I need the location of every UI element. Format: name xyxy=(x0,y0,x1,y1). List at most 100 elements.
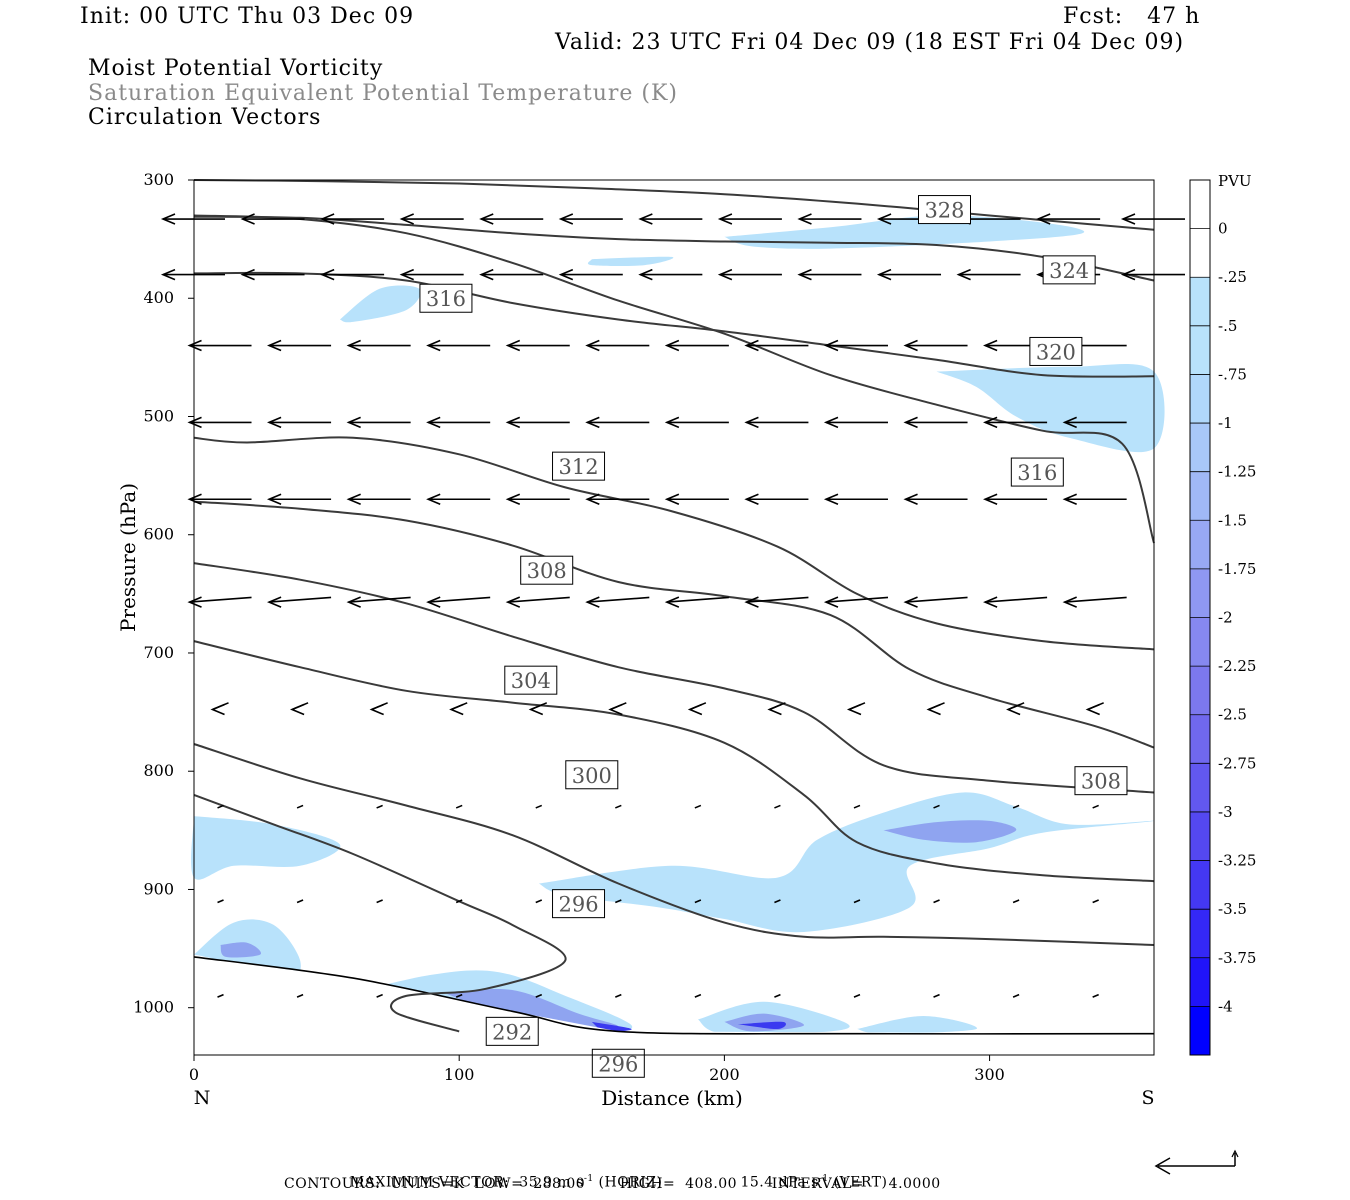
vector-head xyxy=(505,596,521,608)
vector-shaft xyxy=(1092,993,1099,998)
vector-arrow xyxy=(289,702,309,716)
vector-shaft xyxy=(376,899,383,904)
max-vector-vert: 15.4 dPa s xyxy=(740,1174,819,1191)
vector-head xyxy=(449,703,464,716)
vector-head xyxy=(823,339,839,352)
vector-arrow xyxy=(664,339,729,352)
vector-head xyxy=(664,416,680,429)
theta-contour-296 xyxy=(193,743,1155,946)
colorbar-swatch xyxy=(1190,860,1210,910)
colorbar-unit: PVU xyxy=(1218,172,1252,190)
vector-shaft xyxy=(853,899,861,904)
vector-head xyxy=(585,416,600,429)
vector-head xyxy=(346,416,361,429)
vert-tail: (VERT) xyxy=(828,1174,888,1191)
vector-head xyxy=(585,596,600,608)
vector-arrow xyxy=(1062,493,1127,505)
vector-arrow xyxy=(266,493,332,505)
vector-head xyxy=(426,416,441,429)
contour-labels: 328 324 320 316 316 312 308 308 304 300 296 296 292 xyxy=(419,195,1128,1078)
vector-arrow xyxy=(346,596,411,608)
vector-arrow xyxy=(240,268,305,281)
vector-arrow xyxy=(210,702,229,716)
vector-arrow xyxy=(933,993,940,998)
vector-shaft xyxy=(1092,899,1099,904)
vector-arrow xyxy=(376,899,383,904)
reference-vector xyxy=(1154,1149,1239,1175)
valid-time: Valid: 23 UTC Fri 04 Dec 09 (18 EST Fri … xyxy=(555,30,1185,55)
vert-unit-exponent: -1 xyxy=(818,1174,829,1184)
vector-head xyxy=(797,213,812,225)
vector-shaft xyxy=(933,899,940,904)
vector-shaft xyxy=(428,596,491,603)
vector-head xyxy=(744,596,759,608)
vector-arrow xyxy=(664,596,729,608)
vector-head xyxy=(717,268,733,281)
vector-arrow xyxy=(744,493,809,505)
vector-shaft xyxy=(614,993,622,998)
vector-head xyxy=(346,596,361,608)
vector-shaft xyxy=(853,804,861,809)
colorbar-swatch xyxy=(1190,520,1210,570)
vector-arrow xyxy=(638,268,703,281)
contour-label-304: 304 xyxy=(504,665,558,695)
vector-shaft xyxy=(614,804,622,809)
vector-arrow xyxy=(346,493,411,505)
horiz-tail: (HORIZ) xyxy=(593,1174,663,1191)
colorbar-tick-label: -4 xyxy=(1218,997,1233,1015)
theta-contours xyxy=(193,179,1155,1033)
vector-head xyxy=(240,213,255,225)
vector-head xyxy=(1120,213,1136,225)
contour-label-box xyxy=(419,283,473,313)
vector-arrow xyxy=(926,702,945,716)
vector-head xyxy=(558,213,574,225)
vector-shaft xyxy=(296,899,304,904)
contour-label-box xyxy=(917,195,971,225)
colorbar-swatch xyxy=(1190,568,1210,618)
south-label: S xyxy=(1141,1087,1154,1109)
x-tick-label: 300 xyxy=(974,1065,1005,1084)
theta-contour-316 xyxy=(193,214,1155,544)
vector-arrow xyxy=(455,899,463,904)
vector-head xyxy=(638,268,653,281)
contour-label-text: 304 xyxy=(511,669,551,693)
contour-label-text: 320 xyxy=(1036,340,1076,364)
vector-shaft xyxy=(1092,804,1099,809)
vector-head xyxy=(479,213,494,225)
vector-arrow xyxy=(694,899,702,904)
colorbar-swatch xyxy=(1190,471,1210,521)
vector-head xyxy=(266,596,282,608)
vector-arrow xyxy=(187,596,252,608)
colorbar-tick-label: 0 xyxy=(1218,220,1228,238)
vector-head xyxy=(1085,703,1100,716)
vector-arrow xyxy=(187,339,252,352)
vector-arrow xyxy=(455,804,463,809)
colorbar-swatch xyxy=(1190,957,1210,1007)
contour-label-296: 296 xyxy=(552,889,606,919)
vector-head xyxy=(926,703,941,716)
pv-region-0 xyxy=(724,215,1085,249)
pv-region-3 xyxy=(936,363,1165,453)
vector-arrow xyxy=(744,416,809,429)
colorbar-swatch xyxy=(1190,277,1210,327)
max-vector-line: MAXIMUM VECTOR: 35.9 m s-1 (HORIZ) 15.4 d… xyxy=(340,1158,887,1191)
vector-arrow xyxy=(903,339,968,352)
vector-arrow xyxy=(614,899,622,904)
colorbar-tick-label: -1 xyxy=(1218,414,1233,432)
vector-head xyxy=(320,268,335,281)
vector-shaft xyxy=(535,804,543,809)
vector-head xyxy=(903,493,918,505)
vector-head xyxy=(187,493,202,505)
vector-shaft xyxy=(455,804,463,809)
colorbar-tick-label: -2.75 xyxy=(1218,754,1256,772)
vector-arrow xyxy=(717,213,782,225)
contour-label-text: 300 xyxy=(572,764,612,788)
y-tick-label: 500 xyxy=(143,406,174,425)
vector-head xyxy=(187,339,202,352)
vector-arrow xyxy=(535,993,543,998)
vector-head xyxy=(823,596,839,608)
vector-shaft xyxy=(189,596,252,603)
vector-head xyxy=(717,213,733,225)
vector-shaft xyxy=(1012,993,1020,998)
vector-head xyxy=(608,703,623,716)
